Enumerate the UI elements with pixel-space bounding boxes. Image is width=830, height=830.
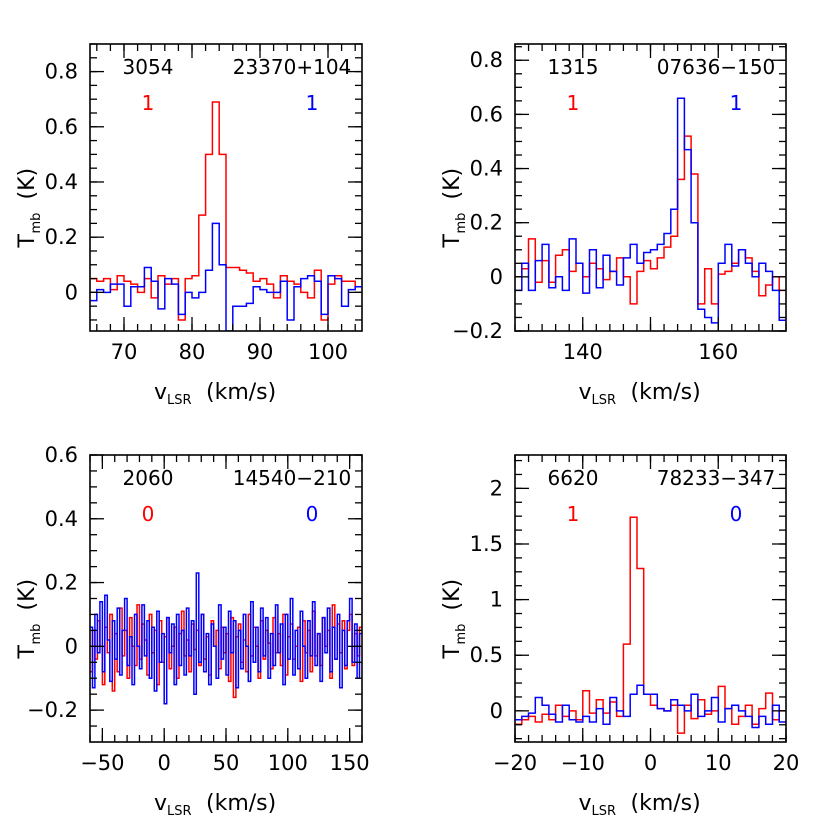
series-blue-line [515,97,786,324]
x-tick-label: −20 [493,751,537,775]
flag-red-label: 1 [567,502,580,526]
y-tick-label: 0 [65,634,78,658]
series-blue-line [90,222,362,331]
flag-blue-label: 1 [730,91,743,115]
header-id-label: 3054 [123,55,174,79]
flag-blue-label: 0 [730,502,743,526]
x-tick-label: 0 [644,751,657,775]
x-axis-label-main: v [579,791,592,816]
header-coord-label: 07636−150 [657,55,776,79]
x-axis-label-sub: LSR [592,393,617,408]
y-axis-label-main: T [15,645,40,660]
y-tick-label: 0 [490,265,503,289]
y-tick-label: 0.4 [45,507,78,531]
x-tick-label: 0 [157,751,170,775]
x-tick-label: 20 [773,751,800,775]
x-tick-label: 100 [308,340,348,364]
x-axis-label-main: v [154,791,167,816]
y-tick-label: 0.8 [470,48,503,72]
x-axis-label-unit: (km/s) [631,791,701,816]
flag-red-label: 0 [142,502,155,526]
flag-blue-label: 1 [306,91,319,115]
y-tick-label: 0 [65,280,78,304]
y-axis-label-main: T [15,234,40,249]
x-axis-label-sub: LSR [167,393,192,408]
header-id-label: 6620 [548,466,599,490]
x-axis-label: v LSR (km/s) [154,380,276,408]
header-id-label: 2060 [123,466,174,490]
x-axis-label: v LSR (km/s) [579,791,701,819]
y-axis-label-sub: mb [454,624,469,645]
plot-frame [89,454,363,743]
x-tick-label: 70 [111,340,138,364]
y-tick-label: 0.6 [470,102,503,126]
y-tick-label: −0.2 [452,319,503,343]
y-tick-label: 1.5 [470,532,503,556]
series-blue-line [90,572,362,705]
y-axis-label: Tmb (K) [440,579,469,660]
x-axis-label-main: v [579,380,592,405]
y-tick-label: 0.4 [470,157,503,181]
y-tick-label: 2 [490,476,503,500]
y-axis-label-sub: mb [29,213,44,234]
x-axis-label-unit: (km/s) [631,380,701,405]
x-tick-label: 140 [563,340,603,364]
y-axis-label: Tmb (K) [15,579,44,660]
y-axis-label-unit: (K) [440,579,465,611]
y-axis-label: Tmb (K) [440,168,469,249]
y-tick-label: 0.5 [470,643,503,667]
flag-red-label: 1 [142,91,155,115]
y-tick-label: 0.2 [45,225,78,249]
y-tick-label: −0.2 [27,698,78,722]
x-tick-label: 80 [179,340,206,364]
y-tick-label: 1 [490,588,503,612]
x-tick-label: 50 [213,751,240,775]
y-tick-label: 0 [490,699,503,723]
header-coord-label: 78233−347 [657,466,776,490]
x-axis-label-unit: (km/s) [206,380,276,405]
x-tick-label: −10 [561,751,605,775]
x-tick-label: 150 [330,751,370,775]
y-axis-label-unit: (K) [15,168,40,200]
y-tick-label: 0.6 [45,115,78,139]
header-id-label: 1315 [548,55,599,79]
y-tick-label: 0.8 [45,60,78,84]
y-axis-label-sub: mb [29,624,44,645]
x-tick-label: −50 [80,751,124,775]
y-axis-label-main: T [440,234,465,249]
x-axis-label-sub: LSR [592,804,617,819]
x-tick-label: 90 [247,340,274,364]
x-axis-label: v LSR (km/s) [579,380,701,408]
x-axis-label: v LSR (km/s) [154,791,276,819]
x-tick-label: 10 [705,751,732,775]
x-tick-label: 160 [698,340,738,364]
flag-red-label: 1 [567,91,580,115]
x-tick-label: 100 [268,751,308,775]
y-axis-label-unit: (K) [15,579,40,611]
series-red-line [90,101,362,321]
y-tick-label: 0.2 [45,571,78,595]
series-blue-line [515,684,786,729]
y-axis-label: Tmb (K) [15,168,44,249]
y-tick-label: 0.2 [470,211,503,235]
y-axis-label-main: T [440,645,465,660]
x-axis-label-sub: LSR [167,804,192,819]
y-tick-label: 0.4 [45,170,78,194]
y-axis-label-sub: mb [454,213,469,234]
plot-frame [89,43,363,332]
y-axis-label-unit: (K) [440,168,465,200]
x-axis-label-main: v [154,380,167,405]
chart-panel-3: −50 0 50 100 150 −0.2 0 0.2 0.4 0.6 2060 14540−210 0… [15,443,370,819]
header-coord-label: 23370+104 [233,55,352,79]
chart-panel-2: 140 160 −0.2 0 0.2 0.4 0.6 0.8 1315 07636−150 1 1 v L… [440,43,787,408]
series-red-line [515,516,786,734]
y-tick-label: 0.6 [45,443,78,467]
header-coord-label: 14540−210 [233,466,352,490]
flag-blue-label: 0 [306,502,319,526]
chart-panel-1: 70 80 90 100 0 0.2 0.4 0.6 0.8 3054 23370+104 1 1 v LS… [15,43,363,408]
x-axis-label-unit: (km/s) [206,791,276,816]
